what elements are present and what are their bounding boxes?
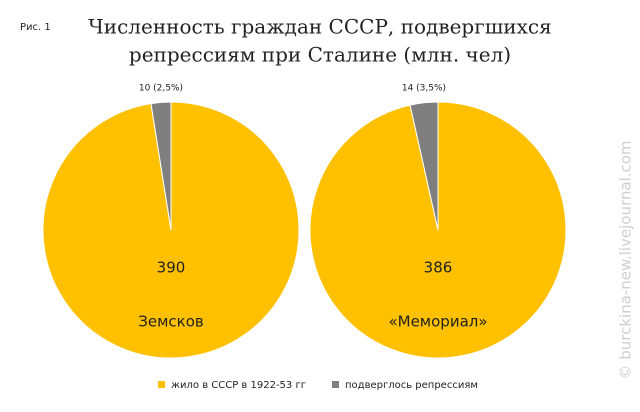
figure-label: Рис. 1	[20, 22, 51, 33]
legend-label: жило в СССР в 1922-53 гг	[171, 380, 306, 391]
pie-name: «Мемориал»	[388, 313, 487, 331]
pie-name: Земсков	[138, 313, 204, 331]
legend-label: подверглось репрессиям	[345, 380, 478, 391]
legend-swatch	[332, 381, 339, 388]
chart-title: репрессиям при Сталине (млн. чел)	[129, 43, 511, 67]
data-label: 386	[424, 259, 453, 277]
legend-swatch	[158, 381, 165, 388]
data-label: 390	[157, 259, 186, 277]
data-label: 14 (3,5%)	[402, 84, 446, 94]
chart-title: Численность граждан СССР, подвергшихся	[88, 15, 551, 39]
pie-slice	[150, 101, 172, 231]
watermark: © burckina-new.livejournal.com	[617, 140, 635, 379]
data-label: 10 (2,5%)	[139, 84, 183, 94]
pie-slice	[409, 101, 439, 231]
